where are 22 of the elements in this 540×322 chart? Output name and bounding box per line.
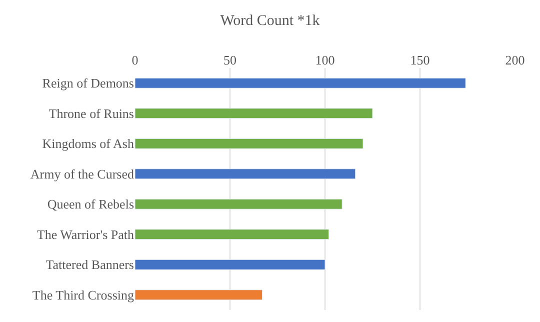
y-tick-label: The Warrior's Path <box>36 226 134 242</box>
x-tick-label: 100 <box>315 52 335 68</box>
bar <box>135 78 466 88</box>
bar <box>135 198 342 210</box>
y-tick-label: Tattered Banners <box>46 257 134 272</box>
y-tick-label: Queen of Rebels <box>47 196 134 212</box>
y-tick-label: The Third Crossing <box>32 287 134 302</box>
bar <box>135 290 263 300</box>
x-tick-label: 50 <box>224 52 236 68</box>
y-tick-label: Reign of Demons <box>42 76 134 91</box>
bar <box>135 168 356 180</box>
bar <box>135 138 364 149</box>
y-tick-label: Kingdoms of Ash <box>42 136 134 152</box>
y-tick-label: Throne of Ruins <box>48 106 134 121</box>
bar <box>135 259 326 270</box>
chart-title: Word Count *1k <box>220 12 320 29</box>
bar <box>135 229 330 240</box>
bar <box>135 108 373 119</box>
x-tick-label: 150 <box>410 52 430 68</box>
x-tick-label: 0 <box>132 52 138 68</box>
y-tick-label: Army of the Cursed <box>30 166 134 182</box>
x-tick-label: 200 <box>505 52 525 68</box>
